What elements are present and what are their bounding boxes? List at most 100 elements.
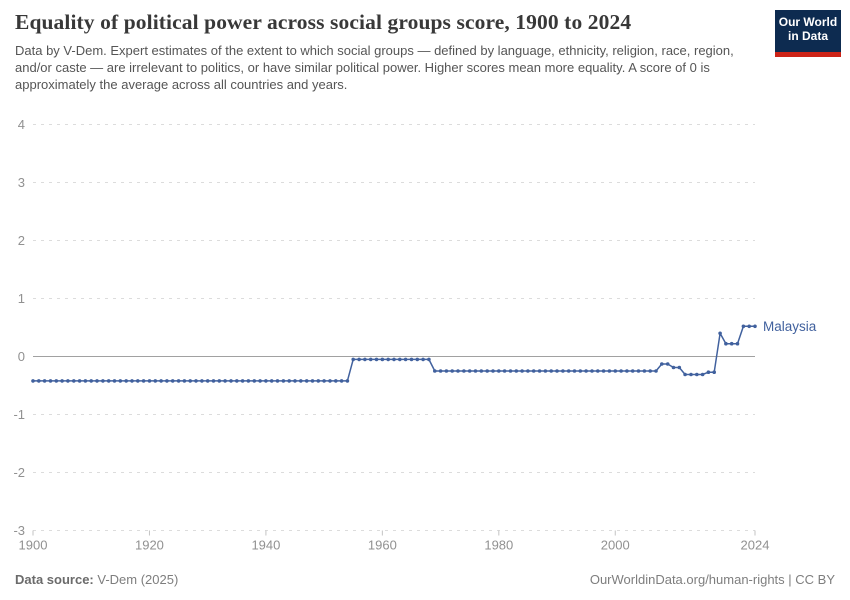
series-point: [497, 369, 501, 373]
series-point: [630, 369, 635, 373]
series-point: [625, 369, 629, 373]
series-point: [607, 369, 612, 373]
series-point: [444, 369, 449, 373]
series-point: [118, 379, 123, 383]
series-point: [619, 369, 623, 373]
series-point: [83, 379, 88, 383]
series-point: [683, 372, 687, 377]
series-point: [695, 372, 699, 377]
series-point: [194, 379, 198, 383]
series-point: [689, 372, 693, 377]
series-point: [596, 369, 600, 373]
series-point: [433, 369, 437, 373]
entity-label-malaysia[interactable]: Malaysia: [763, 319, 817, 334]
series-point: [31, 379, 35, 383]
series-point: [293, 379, 297, 383]
series-point: [473, 369, 478, 373]
series-point: [112, 379, 117, 383]
series-point: [456, 369, 460, 373]
series-point: [101, 379, 105, 383]
series-point: [380, 357, 385, 362]
series-point: [403, 357, 408, 362]
series-point: [106, 379, 111, 383]
series-point: [398, 357, 402, 362]
series-point: [310, 379, 315, 383]
series-point: [165, 379, 169, 383]
series-point: [339, 379, 344, 383]
series-point: [462, 369, 466, 373]
series-point: [549, 369, 553, 373]
series-point: [747, 324, 751, 329]
series-point: [450, 369, 455, 373]
series-point: [374, 357, 379, 362]
chart-header: Equality of political power across socia…: [15, 10, 765, 93]
series-point: [502, 369, 507, 373]
series-point: [182, 379, 187, 383]
series-point: [508, 369, 513, 373]
series-point: [159, 379, 163, 383]
chart-footer: Data source: V-Dem (2025) OurWorldinData…: [15, 572, 835, 587]
series-point: [48, 379, 53, 383]
series-point: [240, 379, 245, 383]
y-tick-label: -3: [13, 523, 25, 538]
series-point: [136, 379, 140, 383]
series-point: [665, 362, 670, 366]
series-point: [188, 379, 192, 383]
series-point: [54, 379, 59, 383]
series-line-malaysia[interactable]: [33, 325, 755, 382]
owid-logo[interactable]: Our World in Data: [775, 10, 841, 57]
x-tick-label: 1900: [19, 538, 48, 553]
series-point: [613, 369, 618, 373]
series-point: [42, 379, 47, 383]
y-tick-label: -2: [13, 465, 25, 480]
series-point: [735, 341, 740, 346]
series-point: [479, 369, 484, 373]
series-point: [77, 379, 82, 383]
series-point: [491, 369, 495, 373]
series-point: [205, 379, 210, 383]
y-tick-label: 2: [18, 233, 25, 248]
series-point: [141, 379, 146, 383]
series-point: [415, 357, 420, 362]
series-point: [211, 379, 216, 383]
series-point: [386, 357, 391, 362]
data-source: Data source: V-Dem (2025): [15, 572, 178, 587]
series-point: [37, 379, 41, 383]
y-tick-label: 0: [18, 349, 25, 364]
series-point: [741, 324, 746, 329]
x-tick-label: 1940: [251, 538, 280, 553]
chart-title: Equality of political power across socia…: [15, 10, 632, 34]
series-point: [561, 369, 565, 373]
series-point: [654, 369, 658, 373]
series-point: [467, 369, 472, 373]
series-point: [572, 369, 577, 373]
x-tick-label: 1980: [484, 538, 513, 553]
series-point: [520, 369, 524, 373]
series-point: [724, 341, 728, 346]
series-point: [438, 369, 443, 373]
series-point: [531, 369, 536, 373]
y-tick-label: 1: [18, 291, 25, 306]
series-point: [368, 357, 373, 362]
series-point: [700, 372, 705, 377]
series-point: [153, 379, 158, 383]
x-tick-label: 1960: [368, 538, 397, 553]
series-point: [246, 379, 251, 383]
series-point: [328, 379, 332, 383]
series-point: [217, 379, 222, 383]
series-point: [316, 379, 321, 383]
series-point: [718, 331, 722, 336]
owid-logo-line1: Our World: [778, 15, 838, 29]
series-point: [363, 357, 367, 362]
series-point: [351, 357, 356, 362]
footer-link[interactable]: OurWorldinData.org/human-rights | CC BY: [589, 572, 835, 587]
series-point: [543, 369, 548, 373]
x-tick-label: 2024: [741, 538, 770, 553]
series-point: [287, 379, 292, 383]
series-point: [642, 369, 647, 373]
series-point: [235, 379, 239, 383]
series-point: [89, 379, 93, 383]
series-point: [514, 369, 519, 373]
series-point: [170, 379, 175, 383]
